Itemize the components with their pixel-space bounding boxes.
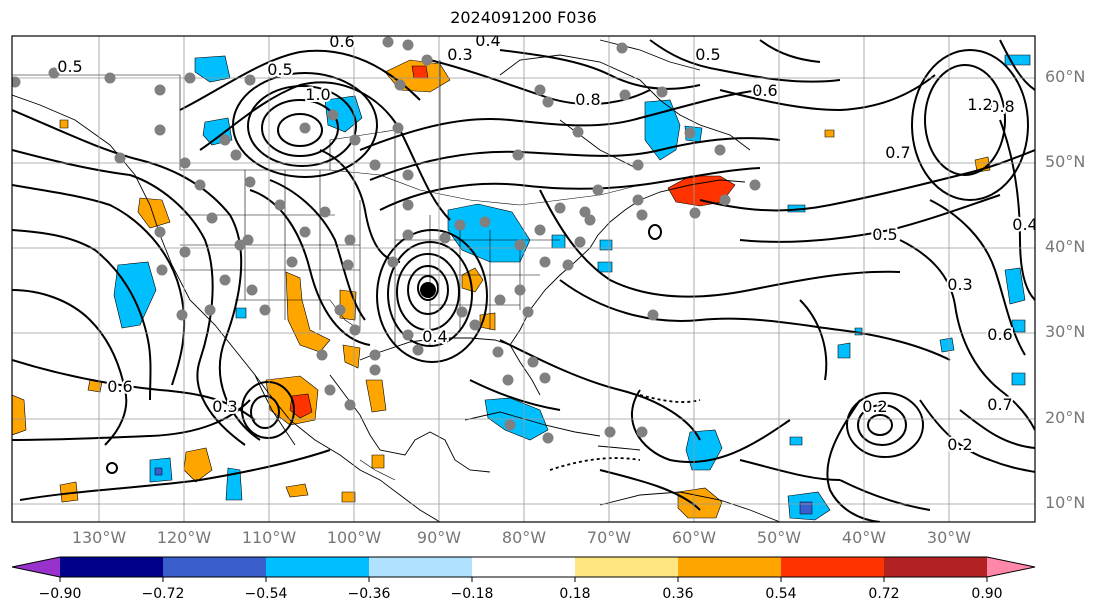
lon-label: 30°W [926, 528, 972, 547]
contour-label: 0.2 [947, 435, 972, 454]
colorbar-segment [678, 557, 782, 577]
strong-negative-anomaly-regions [154, 467, 813, 515]
colorbar-segment [472, 557, 576, 577]
contour-label: 0.5 [267, 60, 292, 79]
colorbar-tick-label: 0.18 [559, 586, 591, 602]
contour-label: 0.8 [575, 90, 600, 109]
contour-value-labels: 0.6 0.3 0.4 0.5 0.8 1.0 0.7 0.6 0.8 1.2 … [55, 31, 1037, 456]
contour-label: 0.3 [947, 275, 972, 294]
colorbar-segment [60, 557, 164, 577]
contour-label: 0.6 [752, 81, 777, 100]
colorbar-tick-label: −0.72 [141, 586, 185, 602]
lon-label: 100°W [326, 528, 382, 547]
low-pressure-center [420, 282, 436, 298]
contour-label: 0.7 [987, 395, 1012, 414]
colorbar-tick-label: −0.54 [244, 586, 288, 602]
lat-label: 50°N [1045, 152, 1086, 171]
contour-label: 0.3 [447, 45, 472, 64]
map-title: 2024091200 F036 [450, 8, 597, 27]
strong-positive-anomaly-regions [289, 65, 736, 419]
station-markers [12, 36, 761, 444]
contour-lines-dashed [549, 394, 701, 471]
lon-label: 110°W [241, 528, 297, 547]
colorbar-extend-min [12, 557, 60, 577]
colorbar-segment [266, 557, 370, 577]
lon-label: 70°W [586, 528, 632, 547]
contour-label: 1.0 [305, 85, 330, 104]
lon-label: 90°W [416, 528, 462, 547]
colorbar-segment [163, 557, 267, 577]
contour-label: 0.6 [987, 325, 1012, 344]
map-frame [11, 35, 1036, 523]
map-background [12, 36, 1035, 522]
colorbar-extend-max [987, 557, 1035, 577]
colorbar-ticks [59, 577, 988, 582]
lon-label: 40°W [841, 528, 887, 547]
lon-label: 120°W [156, 528, 212, 547]
contour-label: 0.7 [885, 143, 910, 162]
contour-label: 0.3 [212, 397, 237, 416]
lat-label: 10°N [1045, 493, 1086, 512]
political-borders [12, 60, 641, 481]
contour-label: 0.2 [862, 397, 887, 416]
colorbar-tick-label: 0.36 [662, 586, 694, 602]
colorbar-tick-label: −0.18 [450, 586, 494, 602]
lat-label: 30°N [1045, 322, 1086, 341]
lat-label: 40°N [1045, 237, 1086, 256]
contour-label: 0.4 [1012, 215, 1037, 234]
colorbar-tick-label: 0.90 [971, 586, 1003, 602]
lon-label: 60°W [671, 528, 717, 547]
colorbar-tick-label: −0.90 [38, 586, 82, 602]
colorbar-segment [575, 557, 679, 577]
colorbar-tick-label: −0.36 [347, 586, 391, 602]
lat-label: 60°N [1045, 67, 1086, 86]
colorbar-segment [781, 557, 885, 577]
contour-label: 0.5 [872, 225, 897, 244]
contour-label: 0.5 [57, 57, 82, 76]
contour-label: 0.4 [422, 327, 447, 346]
coastlines [12, 39, 781, 522]
colorbar-segment [884, 557, 988, 577]
contour-lines [12, 39, 1035, 522]
lon-label: 80°W [501, 528, 547, 547]
lon-label: 50°W [756, 528, 802, 547]
colorbar-tick-label: 0.72 [868, 586, 900, 602]
colorbar-tick-label: 0.54 [765, 586, 797, 602]
lat-label: 20°N [1045, 408, 1086, 427]
contour-label: 1.2 [967, 95, 992, 114]
lon-label: 130°W [71, 528, 127, 547]
contour-label: 0.5 [695, 45, 720, 64]
contour-label: 0.4 [475, 31, 500, 50]
colorbar-segment [369, 557, 473, 577]
contour-label: 0.8 [989, 97, 1014, 116]
colorbar-segments [11, 556, 1036, 578]
contour-label: 0.6 [329, 32, 354, 51]
contour-label: 0.6 [107, 377, 132, 396]
lat-lon-grid [12, 36, 1035, 522]
